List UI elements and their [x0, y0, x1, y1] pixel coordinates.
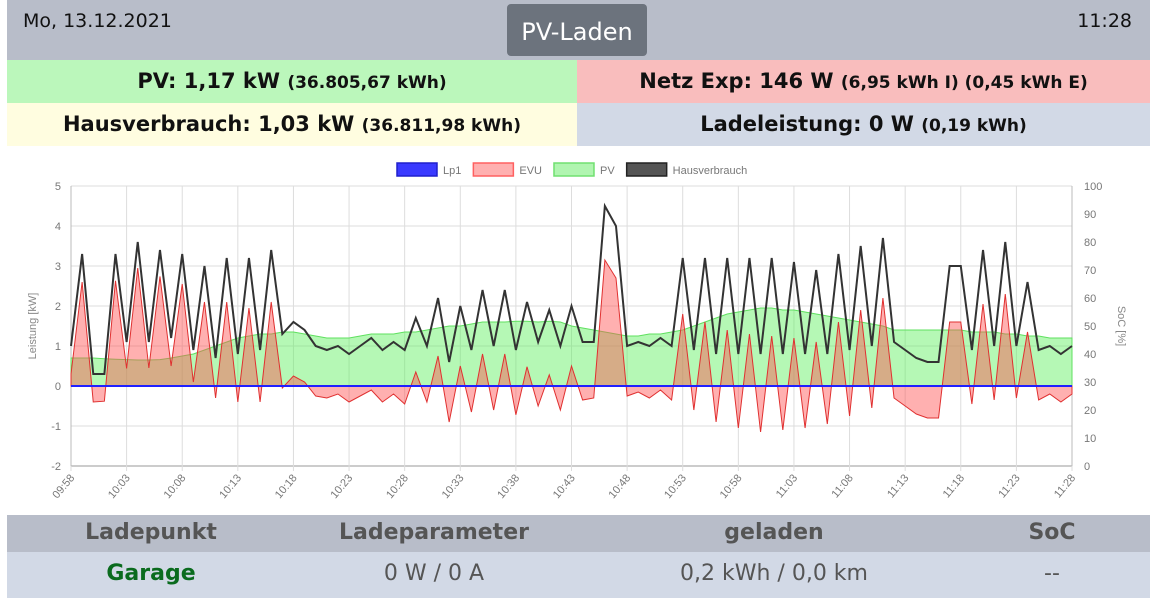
house-energy: (36.811,98 kWh)	[361, 116, 521, 136]
y2-tick-label: 100	[1084, 181, 1102, 193]
x-tick-label: 10:43	[551, 472, 578, 501]
evu-area	[70, 258, 1073, 433]
x-tick-label: 11:13	[885, 472, 911, 500]
chargepoint-table-header: Ladepunkt Ladeparameter geladen SoC	[7, 515, 1150, 552]
y-tick-label: 4	[55, 221, 61, 233]
y-tick-label: 2	[55, 301, 61, 313]
grid-power: Netz Exp: 146 W	[639, 69, 834, 93]
pv-power: PV: 1,17 kW	[137, 69, 280, 93]
y2-tick-label: 60	[1084, 293, 1096, 305]
x-tick-label: 10:23	[328, 472, 355, 501]
y2-tick-label: 20	[1084, 405, 1096, 417]
legend-label-hausverbrauch: Hausverbrauch	[673, 165, 748, 177]
charge-energy: (0,19 kWh)	[921, 116, 1027, 136]
x-tick-label: 10:13	[217, 472, 244, 501]
y-tick-label: -1	[51, 421, 61, 433]
legend-swatch-lp1	[396, 162, 438, 177]
time-label: 11:28	[1077, 10, 1132, 32]
x-tick-label: 10:38	[495, 472, 522, 501]
col-ladeparameter: Ladeparameter	[339, 520, 529, 545]
y2-axis-title: SoC [%]	[1115, 306, 1127, 346]
y-tick-label: 1	[55, 341, 61, 353]
legend-swatch-pv	[553, 162, 595, 177]
hausverbrauch-line	[70, 202, 1073, 375]
y2-tick-label: 80	[1084, 237, 1096, 249]
legend-label-pv: PV	[600, 165, 615, 177]
house-power: Hausverbrauch: 1,03 kW	[62, 112, 355, 136]
chargepoint-name[interactable]: Garage	[106, 561, 196, 586]
legend-label-lp1: Lp1	[443, 165, 461, 177]
y-tick-label: 0	[55, 381, 61, 393]
pv-energy: (36.805,67 kWh)	[287, 73, 447, 93]
y-tick-label: -2	[51, 461, 61, 473]
charge-params: 0 W / 0 A	[383, 561, 485, 586]
y2-tick-label: 0	[1084, 461, 1090, 473]
y-tick-label: 3	[55, 261, 61, 273]
x-tick-label: 10:18	[273, 472, 300, 501]
col-soc: SoC	[1028, 520, 1076, 545]
house-status: Hausverbrauch: 1,03 kW (36.811,98 kWh)	[7, 103, 577, 146]
y-tick-label: 5	[55, 181, 61, 193]
x-tick-label: 11:18	[941, 472, 967, 500]
grid-energy: (6,95 kWh I) (0,45 kWh E)	[840, 73, 1088, 93]
y2-tick-label: 50	[1084, 321, 1096, 333]
legend-swatch-evu	[472, 162, 515, 177]
x-tick-label: 10:33	[440, 472, 467, 501]
table-row[interactable]: Garage 0 W / 0 A 0,2 kWh / 0,0 km --	[7, 552, 1150, 598]
legend-swatch-hausverbrauch	[625, 162, 668, 177]
x-tick-label: 10:48	[607, 472, 634, 501]
header-bar: Mo, 13.12.2021 PV-Laden 11:28	[7, 0, 1150, 60]
x-tick-label: 10:58	[718, 472, 745, 501]
date-label: Mo, 13.12.2021	[23, 10, 172, 32]
col-ladepunkt: Ladepunkt	[85, 520, 217, 545]
x-tick-label: 10:28	[384, 472, 411, 501]
x-tick-label: 09:58	[50, 472, 77, 501]
charged-amount: 0,2 kWh / 0,0 km	[680, 561, 868, 586]
x-tick-label: 10:03	[106, 472, 133, 501]
x-tick-label: 11:03	[774, 472, 800, 500]
charge-power: Ladeleistung: 0 W	[700, 112, 914, 136]
page-title-button[interactable]: PV-Laden	[507, 4, 647, 56]
x-tick-label: 10:08	[162, 472, 189, 501]
grid-status: Netz Exp: 146 W (6,95 kWh I) (0,45 kWh E…	[577, 60, 1150, 103]
charge-status: Ladeleistung: 0 W (0,19 kWh)	[577, 103, 1150, 146]
legend-label-evu: EVU	[519, 165, 542, 177]
x-tick-label: 11:08	[829, 472, 855, 500]
x-tick-label: 11:23	[996, 472, 1022, 500]
pv-status: PV: 1,17 kW (36.805,67 kWh)	[7, 60, 577, 103]
y2-tick-label: 10	[1084, 433, 1096, 445]
y2-tick-label: 90	[1084, 209, 1096, 221]
x-tick-label: 10:53	[662, 472, 689, 501]
y2-tick-label: 30	[1084, 377, 1096, 389]
soc-value: --	[1044, 561, 1060, 586]
y2-tick-label: 70	[1084, 265, 1096, 277]
x-tick-label: 11:28	[1052, 472, 1078, 500]
y2-tick-label: 40	[1084, 349, 1096, 361]
col-geladen: geladen	[724, 520, 824, 545]
y-axis-title: Leistung [kW]	[27, 293, 39, 360]
